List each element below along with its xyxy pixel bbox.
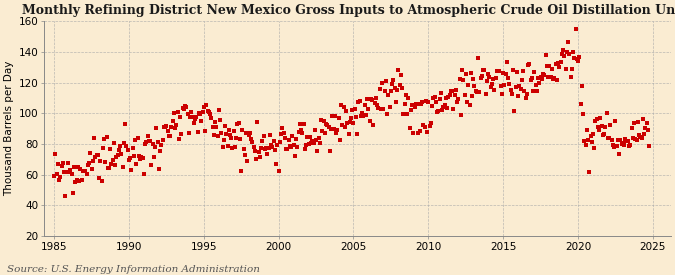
Y-axis label: Thousand Barrels per Day: Thousand Barrels per Day (4, 61, 14, 196)
Text: Source: U.S. Energy Information Administration: Source: U.S. Energy Information Administ… (7, 265, 260, 274)
Title: Monthly Refining District New Mexico Gross Inputs to Atmospheric Crude Oil Disti: Monthly Refining District New Mexico Gro… (22, 4, 675, 17)
